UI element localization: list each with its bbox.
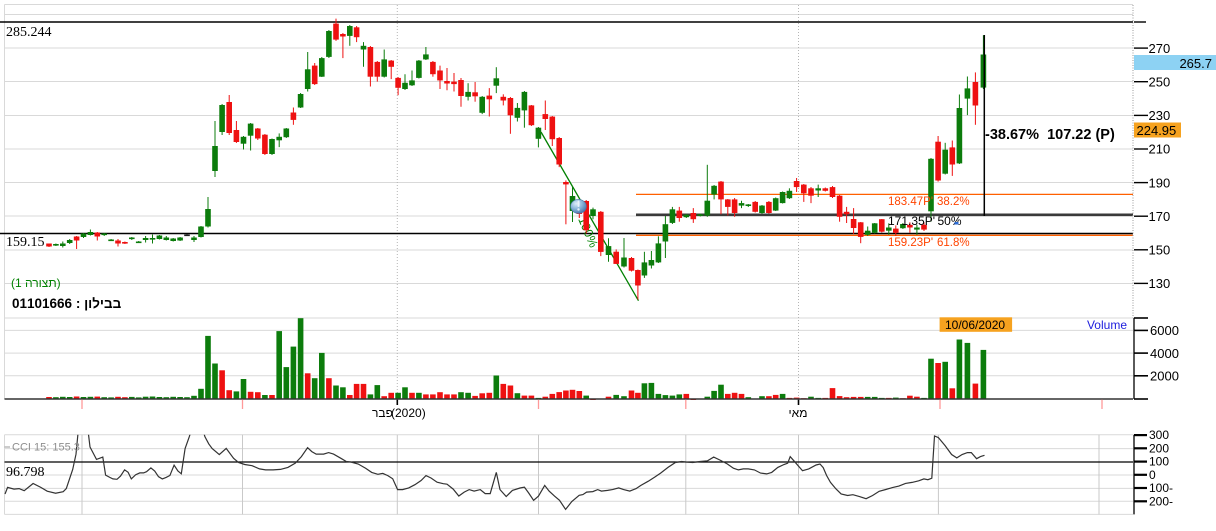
svg-text:100-: 100-	[1149, 481, 1173, 495]
svg-text:10/06/2020: 10/06/2020	[945, 318, 1005, 332]
svg-text:200-: 200-	[1149, 494, 1173, 508]
svg-text:200: 200	[1149, 441, 1169, 455]
svg-text:96.798: 96.798	[6, 465, 45, 480]
svg-text:210: 210	[1149, 142, 1171, 157]
svg-text:38.2%: 38.2%	[937, 196, 970, 208]
svg-text:250: 250	[1149, 74, 1171, 89]
svg-text:300: 300	[1149, 428, 1169, 442]
svg-text:Volume: Volume	[1087, 318, 1127, 332]
svg-text:230: 230	[1149, 108, 1171, 123]
svg-text:224.95: 224.95	[1137, 123, 1177, 138]
svg-text:170: 170	[1149, 209, 1171, 224]
svg-text:01101666 : בבילון: 01101666 : בבילון	[12, 296, 122, 311]
svg-text:-38.67% 107.22 (P): -38.67% 107.22 (P)	[985, 127, 1115, 143]
svg-text:(תצורה 1): (תצורה 1)	[11, 276, 61, 290]
svg-text:183.47P': 183.47P'	[888, 196, 933, 208]
svg-text:265.7: 265.7	[1179, 56, 1212, 71]
svg-text:CCI 15: 155.3: CCI 15: 155.3	[12, 442, 80, 454]
svg-text:159.23P': 159.23P'	[888, 237, 933, 249]
svg-text:150: 150	[1149, 243, 1171, 258]
svg-text:190: 190	[1149, 175, 1171, 190]
svg-text:50%: 50%	[938, 214, 962, 228]
svg-text:4000: 4000	[1150, 346, 1179, 361]
svg-text:2000: 2000	[1150, 369, 1179, 384]
svg-text:6000: 6000	[1150, 323, 1179, 338]
svg-text:מאי: מאי	[789, 406, 808, 420]
svg-text:159.15: 159.15	[6, 235, 45, 250]
svg-text:61.8%: 61.8%	[937, 237, 970, 249]
svg-text:100: 100	[1149, 455, 1169, 469]
svg-text:270: 270	[1149, 41, 1171, 56]
svg-text:285.244: 285.244	[6, 25, 52, 40]
svg-text:171.35P': 171.35P'	[888, 214, 935, 228]
svg-text:(2020): (2020)	[391, 406, 426, 420]
svg-text:0: 0	[1149, 468, 1156, 482]
svg-text:פבר: פבר	[372, 406, 393, 420]
svg-text:130: 130	[1149, 276, 1171, 291]
